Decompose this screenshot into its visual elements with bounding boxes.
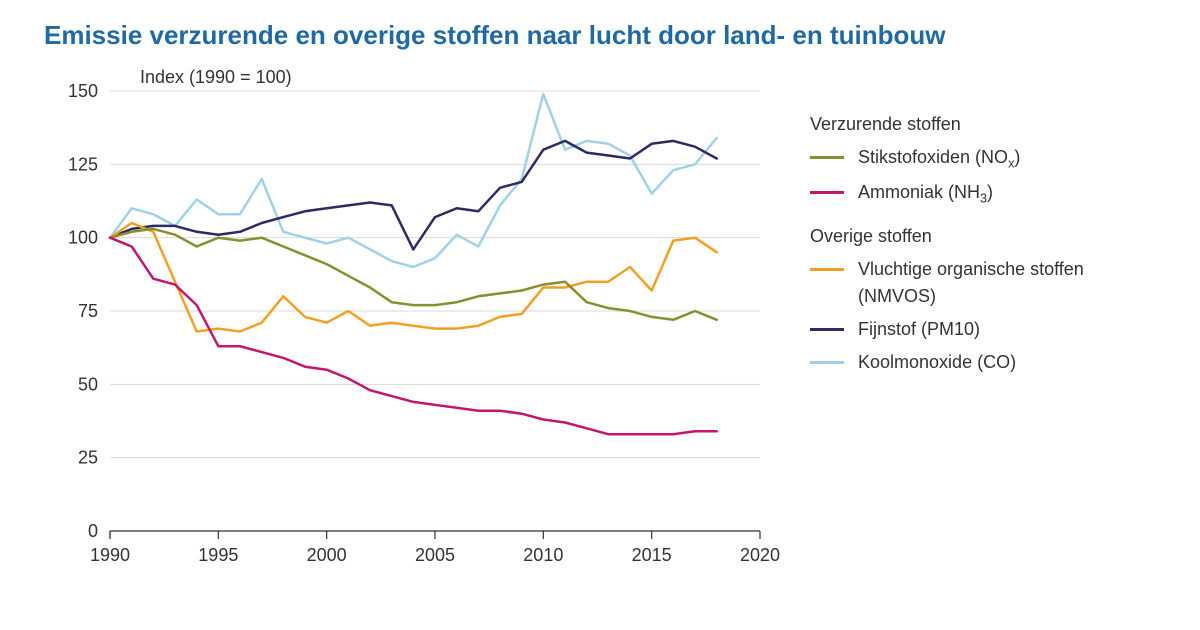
legend-item-co: Koolmonoxide (CO) (810, 349, 1158, 376)
legend-label: Stikstofoxiden (NOx) (858, 144, 1020, 173)
legend-item-nmvos: Vluchtige organische stoffen (NMVOS) (810, 256, 1158, 310)
x-tick-label: 2005 (415, 545, 455, 565)
x-tick-label: 2020 (740, 545, 780, 565)
legend-label: Vluchtige organische stoffen (NMVOS) (858, 256, 1158, 310)
legend-item-nh3: Ammoniak (NH3) (810, 179, 1158, 208)
chart-subtitle: Index (1990 = 100) (140, 67, 292, 87)
y-tick-label: 50 (78, 374, 98, 394)
legend-swatch (810, 156, 844, 159)
legend-swatch (810, 361, 844, 364)
y-tick-label: 25 (78, 448, 98, 468)
x-tick-label: 2010 (523, 545, 563, 565)
y-tick-label: 125 (68, 154, 98, 174)
chart-svg: 0 25 50 75 100 125 150 1990 1995 2000 2005 2010 2015… (40, 61, 780, 581)
y-tick-label: 100 (68, 228, 98, 248)
x-tick-label: 1995 (198, 545, 238, 565)
legend-group-title: Verzurende stoffen (810, 111, 1158, 138)
legend-swatch (810, 191, 844, 194)
legend-label: Ammoniak (NH3) (858, 179, 993, 208)
y-tick-label: 150 (68, 81, 98, 101)
legend-group-title: Overige stoffen (810, 223, 1158, 250)
legend-label: Koolmonoxide (CO) (858, 349, 1016, 376)
x-tick-label: 2015 (632, 545, 672, 565)
legend-item-nox: Stikstofoxiden (NOx) (810, 144, 1158, 173)
page-title: Emissie verzurende en overige stoffen na… (44, 20, 1170, 51)
y-tick-label: 0 (88, 521, 98, 541)
x-tick-label: 1990 (90, 545, 130, 565)
emissions-chart: 0 25 50 75 100 125 150 1990 1995 2000 2005 2010 2015… (40, 61, 780, 586)
x-tick-label: 2000 (307, 545, 347, 565)
legend-swatch (810, 328, 844, 331)
legend: Verzurende stoffen Stikstofoxiden (NOx) Am… (810, 111, 1158, 382)
legend-swatch (810, 268, 844, 271)
legend-label: Fijnstof (PM10) (858, 316, 980, 343)
y-tick-label: 75 (78, 301, 98, 321)
legend-item-pm10: Fijnstof (PM10) (810, 316, 1158, 343)
